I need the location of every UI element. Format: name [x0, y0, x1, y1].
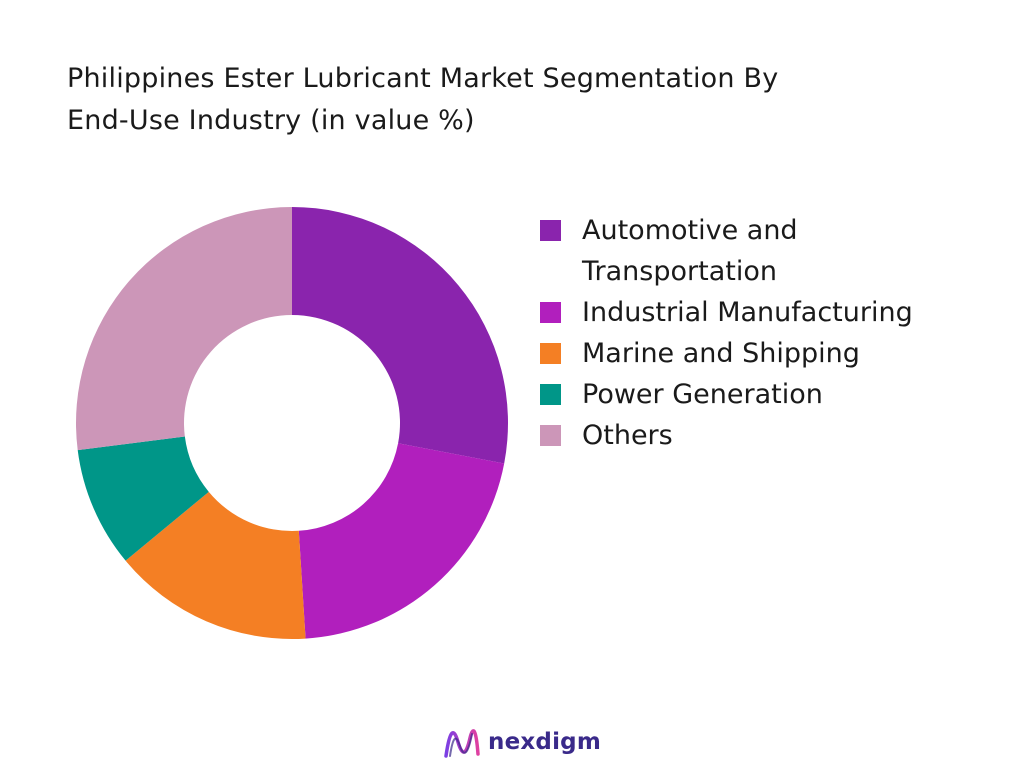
donut-slice-marine — [125, 491, 306, 639]
logo-text: nexdigm — [488, 729, 601, 755]
chart-title-line-2: End-Use Industry (in value %) — [67, 105, 475, 136]
legend-label-industrial: Industrial Manufacturing — [582, 297, 913, 328]
legend-swatch-automotive — [540, 220, 561, 241]
legend-swatch-marine — [540, 343, 561, 364]
legend-item-automotive: Automotive and Transportation — [540, 210, 1010, 292]
chart-legend: Automotive and Transportation Industrial… — [540, 210, 1010, 456]
legend-item-others: Others — [540, 415, 1010, 456]
legend-swatch-others — [540, 425, 561, 446]
nexdigm-wave-logo-icon — [444, 729, 480, 758]
donut-slice-industrial — [298, 443, 505, 639]
donut-slice-automotive — [292, 207, 509, 464]
legend-label-power: Power Generation — [582, 379, 823, 410]
chart-title-line-1: Philippines Ester Lubricant Market Segme… — [67, 63, 779, 94]
legend-swatch-industrial — [540, 302, 561, 323]
legend-label-others: Others — [582, 420, 673, 451]
donut-slice-power — [77, 436, 209, 561]
legend-label-marine: Marine and Shipping — [582, 338, 860, 369]
donut-slice-others — [76, 207, 292, 451]
brand-logo: nexdigm — [442, 720, 601, 764]
chart-title: Philippines Ester Lubricant Market Segme… — [67, 58, 967, 142]
legend-label-automotive-line-1: Automotive and — [582, 215, 798, 246]
legend-item-marine: Marine and Shipping — [540, 333, 1010, 374]
legend-item-industrial: Industrial Manufacturing — [540, 292, 1010, 333]
legend-item-power: Power Generation — [540, 374, 1010, 415]
legend-label-automotive-line-2: Transportation — [582, 256, 777, 287]
legend-swatch-power — [540, 384, 561, 405]
